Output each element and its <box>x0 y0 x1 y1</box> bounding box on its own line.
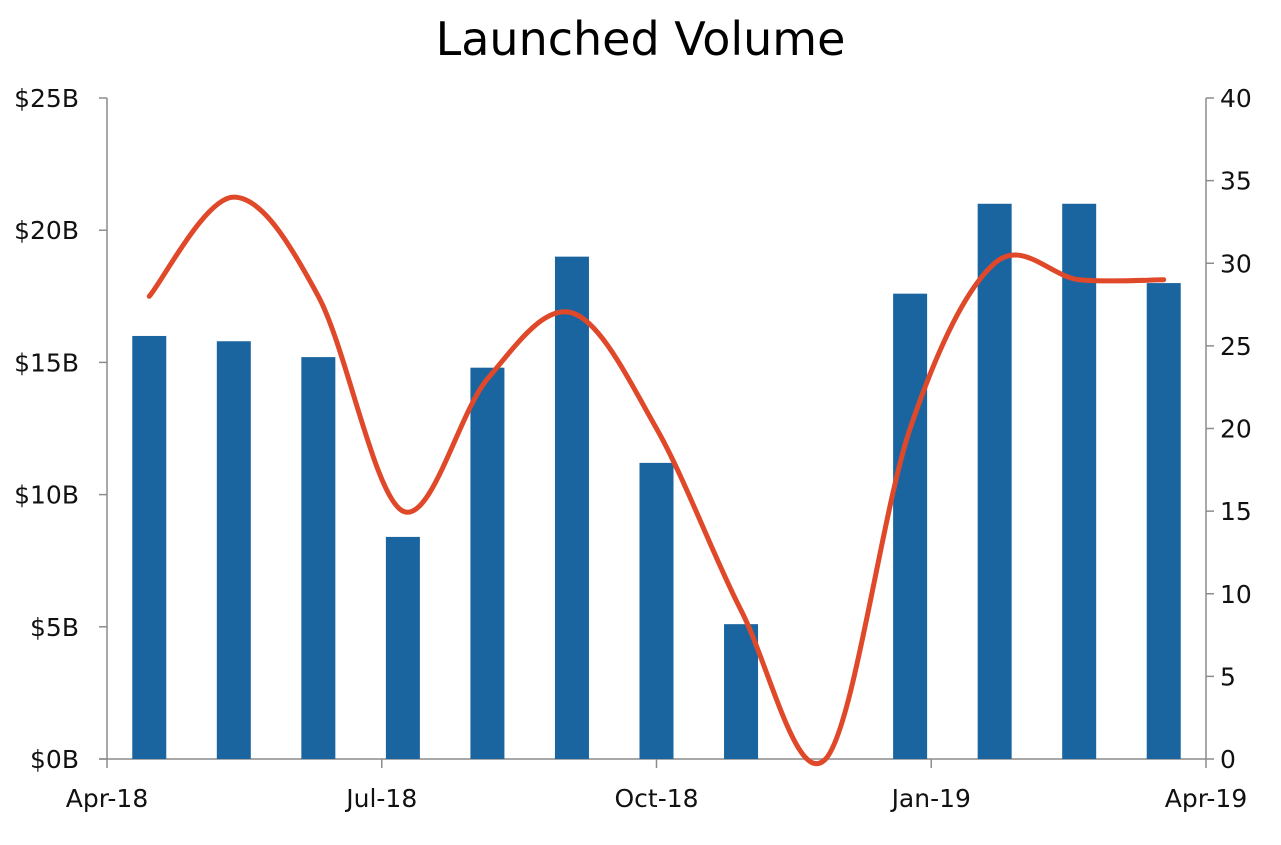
left-axis-tick-label: $5B <box>30 613 79 642</box>
x-axis-tick-label: Apr-18 <box>66 784 148 813</box>
left-axis-tick-label: $20B <box>14 216 79 245</box>
right-axis-tick-label: 5 <box>1220 662 1236 691</box>
series-line <box>146 194 1167 767</box>
bar <box>554 256 589 759</box>
bar <box>724 624 759 759</box>
right-axis-tick-label: 0 <box>1220 745 1236 774</box>
bar <box>1062 203 1097 759</box>
left-axis-tick-label: $0B <box>30 745 79 774</box>
right-axis-tick-label: 10 <box>1220 580 1252 609</box>
bar <box>977 203 1012 759</box>
right-axis-tick-label: 20 <box>1220 415 1252 444</box>
x-axis-tick-label: Jan-19 <box>890 784 971 813</box>
bar <box>470 367 505 759</box>
chart-title: Launched Volume <box>435 12 846 66</box>
bar <box>216 341 251 759</box>
bar <box>301 357 336 759</box>
left-axis-tick-label: $15B <box>14 348 79 377</box>
x-axis-tick-label: Apr-19 <box>1165 784 1247 813</box>
right-axis-tick-label: 35 <box>1220 167 1252 196</box>
right-axis-tick-label: 40 <box>1220 84 1252 113</box>
x-axis-tick-label: Oct-18 <box>614 784 698 813</box>
bar <box>385 536 420 759</box>
right-axis-tick-label: 30 <box>1220 249 1252 278</box>
right-axis-tick-label: 15 <box>1220 497 1252 526</box>
right-axis-tick-label: 25 <box>1220 332 1252 361</box>
bar <box>1146 283 1181 759</box>
bar <box>639 462 674 759</box>
left-axis-tick-label: $25B <box>14 84 79 113</box>
bar <box>132 335 167 759</box>
left-axis-tick-label: $10B <box>14 481 79 510</box>
x-axis-tick-label: Jul-18 <box>344 784 417 813</box>
bar <box>893 293 928 759</box>
